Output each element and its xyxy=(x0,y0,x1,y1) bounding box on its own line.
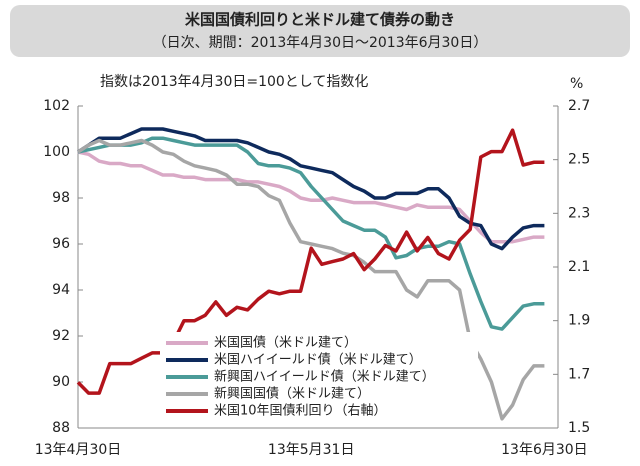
line-series xyxy=(76,128,545,395)
y2-tick-label: 1.7 xyxy=(568,366,590,382)
y-tick-label: 102 xyxy=(43,98,70,114)
legend-box xyxy=(160,332,478,423)
y-tick-label: 94 xyxy=(52,282,70,298)
y-tick-label: 98 xyxy=(52,190,70,206)
line-series xyxy=(77,136,545,331)
x-tick-label: 13年5月31日 xyxy=(268,442,355,458)
x-tick-label: 13年6月30日 xyxy=(501,442,588,458)
chart-subtitle: （日次、期間：2013年4月30日～2013年6月30日） xyxy=(153,35,488,51)
y2-tick-label: 2.1 xyxy=(568,259,590,275)
line-series xyxy=(77,138,545,421)
legend-label: 新興国国債（米ドル建て） xyxy=(214,386,370,402)
legend-label: 新興国ハイイールド債（米ドル建て） xyxy=(214,369,435,385)
chart-title: 米国国債利回りと米ドル建て債券の動き xyxy=(185,11,455,29)
y2-tick-label: 1.5 xyxy=(568,420,590,436)
y-tick-label: 100 xyxy=(43,144,70,160)
y2-tick-label: 1.9 xyxy=(568,313,590,329)
y-tick-label: 96 xyxy=(52,236,70,252)
line-series xyxy=(77,150,545,244)
legend-label: 米国ハイイールド債（米ドル建て） xyxy=(214,353,422,368)
x-tick-label: 13年4月30日 xyxy=(35,442,122,458)
title-box xyxy=(10,5,630,57)
y2-tick-label: 2.5 xyxy=(568,152,590,168)
legend-label: 米国10年国債利回り（右軸） xyxy=(214,404,387,419)
annotation: 指数は2013年4月30日=100として指数化 xyxy=(100,74,368,90)
legend-label: 米国国債（米ドル建て） xyxy=(214,336,357,351)
line-series xyxy=(77,127,545,251)
y2-tick-label: 2.7 xyxy=(568,98,590,114)
y2-tick-label: 2.3 xyxy=(568,205,590,221)
y-tick-label: 90 xyxy=(52,374,70,390)
y2-axis-label: % xyxy=(570,76,583,92)
y-tick-label: 88 xyxy=(52,420,70,436)
y-tick-label: 92 xyxy=(52,328,70,344)
